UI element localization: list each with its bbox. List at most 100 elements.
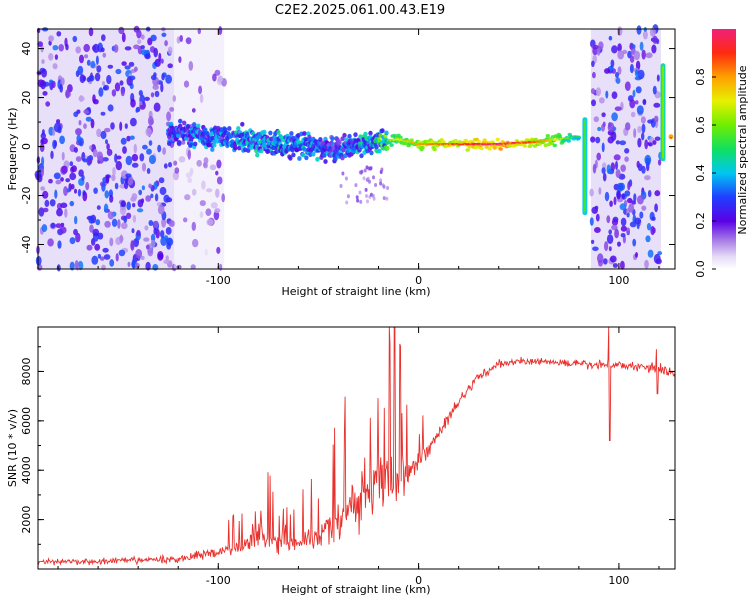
- snr-x-ticks: -100 0 100: [57, 327, 660, 587]
- noise-blob: [632, 89, 636, 98]
- noise-blob: [203, 162, 208, 169]
- noise-blob: [70, 183, 75, 190]
- noise-blob: [50, 150, 54, 160]
- noise-blob: [130, 240, 135, 251]
- noise-blob: [90, 118, 95, 129]
- noise-blob: [99, 256, 105, 261]
- noise-blob: [215, 188, 220, 198]
- ridge-blob: [347, 133, 352, 139]
- noise-blob: [112, 167, 116, 177]
- ridge-blob: [340, 136, 345, 142]
- noise-blob: [645, 52, 653, 59]
- noise-blob: [100, 47, 105, 53]
- noise-blob: [121, 222, 128, 230]
- noise-blob: [109, 259, 115, 267]
- noise-blob: [653, 102, 661, 108]
- ridge-blob: [465, 148, 470, 152]
- ridge-blob: [409, 138, 414, 142]
- noise-blob: [63, 186, 68, 196]
- noise-blob: [101, 182, 106, 192]
- spectrogram-y-tick-label: -40: [20, 236, 33, 254]
- spectrogram-x-ticks: -100 0 100: [57, 29, 660, 287]
- noise-blob: [145, 127, 152, 137]
- noise-blob: [221, 193, 225, 203]
- noise-blob: [104, 190, 110, 199]
- noise-blob: [97, 253, 101, 259]
- colorbar-ticks: 0.0 0.2 0.4 0.6 0.8: [694, 68, 716, 278]
- ridge-blob: [291, 152, 296, 158]
- noise-blob: [101, 264, 106, 271]
- noise-blob: [164, 40, 168, 47]
- colorbar-tick-label: 0.8: [694, 68, 707, 86]
- noise-blob: [84, 54, 89, 59]
- ridge-blob: [240, 121, 245, 127]
- noise-blob: [148, 154, 156, 165]
- noise-blob: [594, 205, 599, 210]
- noise-blob: [173, 160, 178, 166]
- noise-blob: [204, 248, 208, 256]
- noise-blob: [651, 44, 657, 54]
- spectrogram-y-tick-label: -20: [20, 187, 33, 205]
- noise-blob: [150, 34, 157, 42]
- noise-blob: [634, 100, 639, 105]
- noise-blob: [122, 146, 127, 154]
- noise-blob: [615, 72, 619, 78]
- ridge-tail-blob: [359, 199, 363, 204]
- noise-blob: [60, 202, 68, 209]
- noise-blob: [100, 111, 106, 116]
- ridge-tail-blob: [366, 176, 370, 181]
- noise-blob: [601, 112, 606, 118]
- noise-blob: [145, 261, 151, 271]
- ridge-tail-blob: [346, 194, 350, 199]
- noise-blob: [41, 59, 45, 64]
- noise-blob: [647, 190, 652, 198]
- noise-blob: [78, 96, 85, 102]
- noise-blob: [183, 217, 188, 223]
- noise-blob: [40, 186, 46, 191]
- ridge-blob: [181, 140, 186, 145]
- noise-blob: [124, 46, 132, 51]
- noise-blob: [136, 208, 144, 213]
- noise-blob: [124, 65, 131, 70]
- noise-blob: [114, 182, 119, 190]
- noise-blob: [134, 262, 140, 269]
- ridge-blob: [178, 118, 183, 124]
- noise-blob: [153, 47, 158, 58]
- ridge-blob: [432, 147, 437, 152]
- noise-blob: [139, 101, 143, 106]
- noise-blob: [637, 195, 644, 205]
- noise-blob: [83, 109, 89, 115]
- spectrogram-y-axis-label: Frequency (Hz): [6, 108, 19, 191]
- noise-background: [174, 29, 225, 269]
- noise-blob: [595, 136, 601, 144]
- noise-blob: [592, 47, 598, 56]
- noise-blob: [124, 123, 128, 129]
- ridge-tail-blob: [360, 169, 364, 174]
- noise-blob: [111, 89, 117, 97]
- noise-blob: [101, 81, 106, 86]
- spectrogram-x-axis-label: Height of straight line (km): [281, 285, 430, 298]
- noise-blob: [154, 193, 159, 202]
- noise-blob: [42, 91, 48, 96]
- ridge-blob: [420, 145, 425, 150]
- noise-blob: [218, 26, 223, 35]
- noise-blob: [44, 199, 50, 207]
- ridge-blob: [377, 148, 382, 154]
- noise-blob: [52, 63, 58, 70]
- noise-blob: [134, 66, 138, 72]
- noise-blob: [126, 135, 131, 142]
- noise-blob: [610, 59, 615, 68]
- noise-blob: [144, 225, 149, 231]
- noise-blob: [650, 225, 655, 236]
- ridge-tail-blob: [365, 165, 369, 170]
- noise-blob: [201, 180, 206, 190]
- noise-blob: [608, 229, 612, 235]
- noise-blob: [109, 194, 114, 203]
- noise-blob: [645, 235, 651, 243]
- noise-blob: [92, 149, 98, 158]
- noise-blob: [611, 112, 618, 122]
- noise-blob: [601, 167, 606, 175]
- noise-blob: [75, 46, 81, 54]
- ridge-blob: [212, 142, 217, 148]
- snr-plot-area: [38, 327, 675, 569]
